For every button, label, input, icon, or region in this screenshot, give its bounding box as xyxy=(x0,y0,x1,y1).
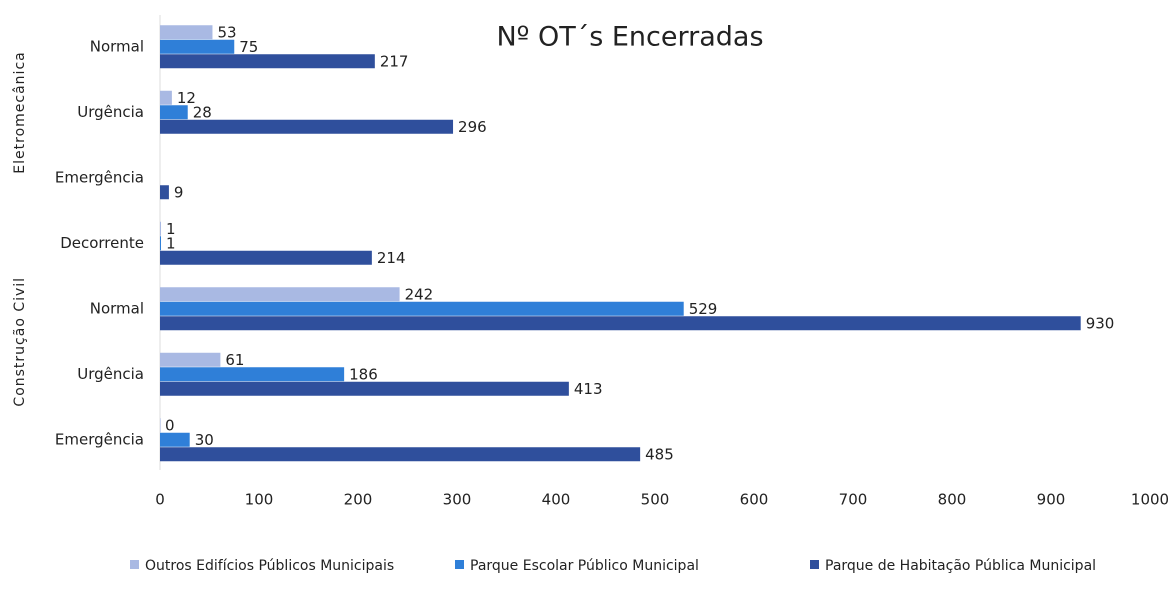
y-tick-label: Normal xyxy=(90,38,144,56)
x-tick-label: 300 xyxy=(443,491,472,509)
x-tick-label: 0 xyxy=(155,491,165,509)
bar xyxy=(160,367,345,382)
bar xyxy=(160,105,188,120)
x-tick-label: 400 xyxy=(542,491,571,509)
bar xyxy=(160,25,213,40)
y-tick-label: Emergência xyxy=(55,431,144,449)
data-label: 28 xyxy=(193,104,212,122)
legend-swatch xyxy=(455,560,464,569)
bar xyxy=(160,432,190,447)
legend-label: Parque Escolar Público Municipal xyxy=(470,558,699,574)
chart-title: Nº OT´s Encerradas xyxy=(496,22,763,53)
data-label: 9 xyxy=(174,184,184,202)
bar xyxy=(160,301,684,316)
y-tick-label: Normal xyxy=(90,300,144,318)
x-tick-label: 800 xyxy=(938,491,967,509)
bar xyxy=(160,54,375,69)
bar xyxy=(160,185,169,200)
data-label: 529 xyxy=(689,300,718,318)
data-label: 186 xyxy=(349,366,378,384)
data-label: 217 xyxy=(380,53,409,71)
data-label: 75 xyxy=(239,38,258,56)
legend-swatch xyxy=(810,560,819,569)
y-tick-label: Decorrente xyxy=(60,234,144,252)
x-tick-label: 600 xyxy=(740,491,769,509)
x-tick-label: 200 xyxy=(344,491,373,509)
data-label: 413 xyxy=(574,380,603,398)
bar xyxy=(160,221,161,236)
bar xyxy=(160,381,569,396)
data-label: 1 xyxy=(166,220,176,238)
legend-label: Outros Edifícios Públicos Municipais xyxy=(145,558,394,574)
legend-swatch xyxy=(130,560,139,569)
data-label: 0 xyxy=(165,417,175,435)
data-label: 930 xyxy=(1086,315,1115,333)
data-label: 242 xyxy=(405,286,434,304)
data-label: 53 xyxy=(217,24,236,42)
bar xyxy=(160,250,372,265)
bar xyxy=(160,90,172,105)
data-label: 296 xyxy=(458,118,487,136)
bar xyxy=(160,352,221,367)
data-label: 61 xyxy=(225,351,244,369)
data-label: 214 xyxy=(377,249,406,267)
bar xyxy=(160,316,1081,331)
data-label: 12 xyxy=(177,89,196,107)
bar xyxy=(160,236,161,251)
bar xyxy=(160,119,454,134)
bar xyxy=(160,418,161,433)
x-tick-label: 700 xyxy=(839,491,868,509)
bar xyxy=(160,287,400,302)
x-tick-label: 100 xyxy=(245,491,274,509)
group-label: Eletromecânica xyxy=(12,51,28,173)
data-label: 30 xyxy=(195,431,214,449)
x-tick-label: 500 xyxy=(641,491,670,509)
x-tick-label: 900 xyxy=(1037,491,1066,509)
y-tick-label: Emergência xyxy=(55,169,144,187)
x-tick-label: 1000 xyxy=(1131,491,1169,509)
legend-label: Parque de Habitação Pública Municipal xyxy=(825,558,1096,574)
y-tick-label: Urgência xyxy=(77,103,144,121)
group-label: Construção Civil xyxy=(12,277,28,407)
bar xyxy=(160,447,641,462)
data-label: 485 xyxy=(645,446,674,464)
bar xyxy=(160,39,235,54)
y-tick-label: Urgência xyxy=(77,365,144,383)
data-label: 1 xyxy=(166,235,176,253)
